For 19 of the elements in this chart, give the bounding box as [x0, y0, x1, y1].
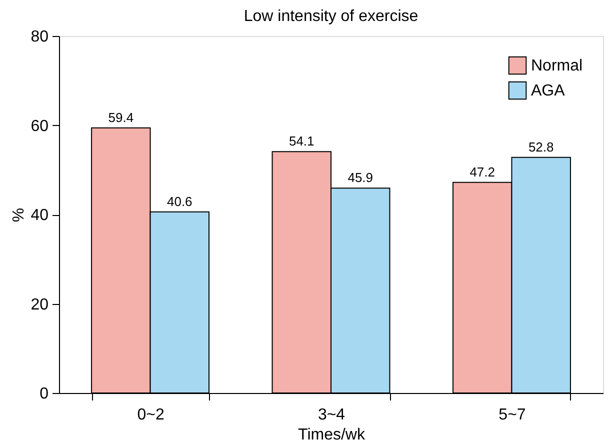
- x-tick-label: 0~2: [137, 406, 164, 424]
- data-label: 54.1: [288, 134, 314, 149]
- y-tick-label: 60: [30, 118, 49, 135]
- legend-label: AGA: [531, 82, 566, 100]
- y-tick-label: 20: [30, 296, 49, 314]
- x-tick-label: 5~7: [498, 406, 526, 424]
- data-label: 59.4: [108, 110, 134, 125]
- data-label: 47.2: [470, 164, 496, 180]
- chart-title: Low intensity of exercise: [244, 8, 418, 25]
- y-axis-title: %: [10, 208, 28, 222]
- y-tick-label: 80: [30, 28, 49, 46]
- legend-label: Normal: [531, 58, 583, 74]
- x-axis-title: Times/wk: [298, 426, 366, 444]
- y-tick-label: 0: [40, 386, 49, 402]
- x-tick-label: 3~4: [318, 406, 346, 424]
- data-label: 45.9: [348, 170, 374, 186]
- data-label: 52.8: [528, 139, 554, 154]
- y-tick-label: 40: [30, 207, 49, 224]
- data-label: 40.6: [166, 194, 192, 209]
